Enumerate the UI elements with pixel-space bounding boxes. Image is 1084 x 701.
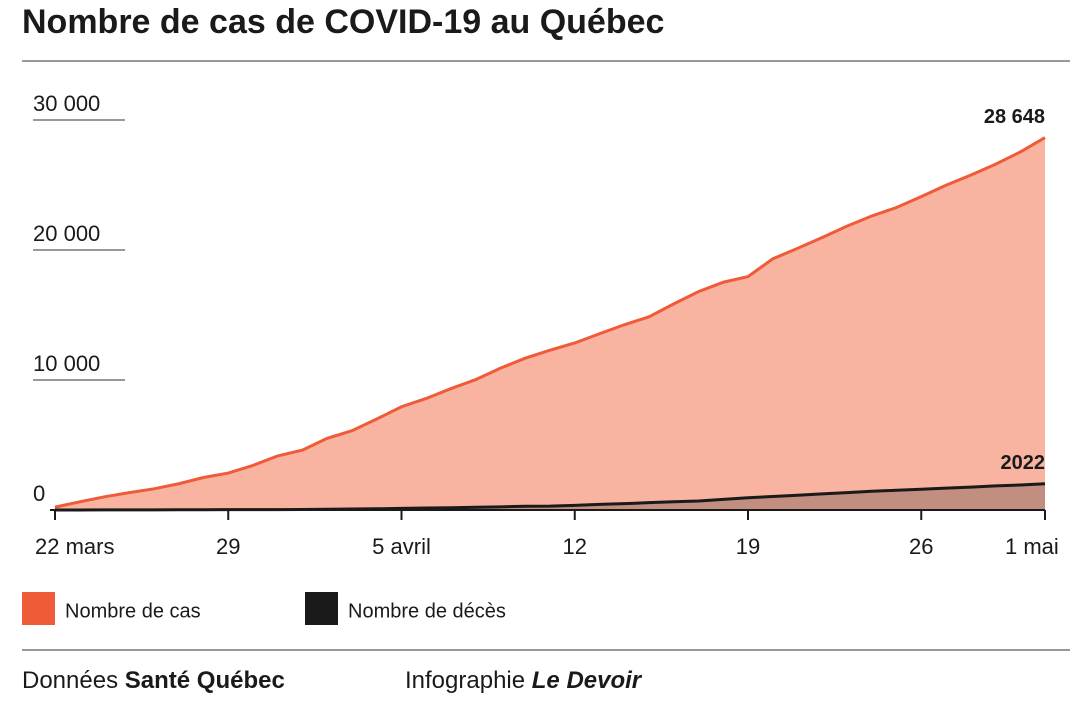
footer: Données Santé Québec	[22, 667, 285, 694]
chart-title: Nombre de cas de COVID-19 au Québec	[22, 3, 664, 41]
source-label: Données	[22, 667, 118, 694]
x-tick-label: 29	[216, 534, 240, 559]
x-tick-label: 22 mars	[35, 534, 114, 559]
y-tick-label: 30 000	[33, 91, 100, 116]
x-tick-label: 26	[909, 534, 933, 559]
credit: Infographie Le Devoir	[405, 667, 643, 694]
area	[55, 483, 1045, 510]
legend-swatch	[22, 592, 55, 625]
x-tick-label: 5 avril	[372, 534, 431, 559]
legend-label: Nombre de cas	[65, 600, 201, 622]
y-tick-label: 0	[33, 481, 45, 506]
credit-name: Le Devoir	[532, 667, 643, 694]
x-tick-label: 19	[736, 534, 760, 559]
line	[54, 136, 1046, 509]
y-tick-label: 10 000	[33, 351, 100, 376]
legend-swatch	[305, 592, 338, 625]
area	[55, 137, 1045, 511]
value-label: 2022	[1001, 452, 1046, 474]
x-tick-label: 1 mai	[1005, 534, 1059, 559]
credit-label: Infographie	[405, 667, 525, 694]
value-label: 28 648	[984, 106, 1045, 128]
legend-label: Nombre de décès	[348, 600, 506, 622]
source: Santé Québec	[125, 667, 285, 694]
x-tick-label: 12	[563, 534, 587, 559]
y-tick-label: 20 000	[33, 221, 100, 246]
